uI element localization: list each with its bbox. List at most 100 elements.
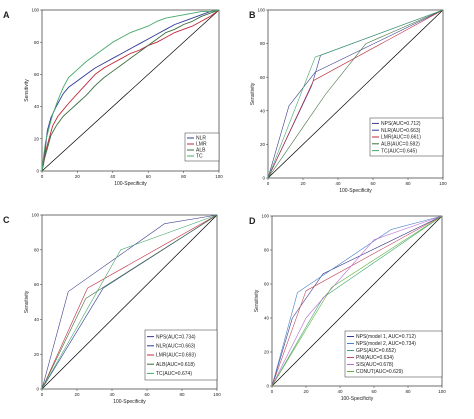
x-tick-label: 80 (405, 389, 411, 394)
legend-entry: GPS(AUC=0.652) (356, 348, 396, 354)
x-tick-label: 60 (146, 174, 152, 179)
legend-box (144, 329, 218, 381)
x-tick-label: 40 (109, 392, 115, 397)
legend-entry: NPS(model 2, AUC=0.734) (356, 341, 416, 347)
y-tick-label: 0 (36, 169, 39, 174)
y-tick-label: 80 (264, 248, 270, 253)
x-tick-label: 20 (75, 174, 81, 179)
legend-box (369, 117, 444, 157)
x-tick-label: 60 (371, 389, 377, 394)
reference-diagonal (267, 9, 444, 179)
legend-entry: LMR(AUC=0.693) (156, 353, 196, 359)
panel-letter: D (249, 216, 256, 226)
x-tick-label: 0 (267, 181, 270, 186)
legend-entry: ALB (196, 148, 206, 154)
series-line (271, 215, 443, 387)
y-tick-label: 100 (261, 214, 269, 219)
plot-frame (267, 9, 444, 179)
legend-entry: SIS(AUC=0.678) (356, 362, 394, 368)
y-tick-label: 0 (266, 384, 269, 389)
series-line (267, 9, 444, 179)
series-line (41, 214, 218, 390)
x-axis-label: 100-Specificity (113, 399, 146, 405)
y-tick-label: 40 (34, 104, 40, 109)
y-tick-label: 60 (34, 72, 40, 77)
legend-entry: ALB(AUC=0.618) (156, 362, 195, 368)
series-line (271, 215, 443, 387)
y-tick-label: 60 (260, 75, 266, 80)
legend-entry: TC (196, 154, 203, 160)
panel-letter: B (249, 10, 256, 20)
x-tick-label: 100 (439, 181, 447, 186)
legend-entry: PNI(AUC=0.634) (356, 355, 394, 361)
legend-entry: NLR(AUC=0.663) (156, 344, 196, 350)
x-tick-label: 0 (41, 174, 44, 179)
x-tick-label: 0 (41, 392, 44, 397)
x-tick-label: 100 (438, 389, 446, 394)
y-tick-label: 80 (34, 40, 40, 45)
y-axis-label: Sensitivity (254, 289, 260, 312)
y-tick-label: 100 (31, 213, 39, 218)
legend-entry: NLR (196, 136, 206, 142)
panel-letter: A (3, 10, 10, 20)
y-tick-label: 80 (34, 247, 40, 252)
y-tick-label: 0 (262, 176, 265, 181)
legend-entry: ALB(AUC=0.582) (381, 142, 420, 148)
x-tick-label: 80 (179, 392, 185, 397)
y-tick-label: 20 (34, 352, 40, 357)
y-tick-label: 100 (31, 8, 39, 13)
legend-entry: LMR (196, 142, 207, 148)
x-tick-label: 80 (405, 181, 411, 186)
y-axis-label: Sensitivity (24, 290, 30, 313)
y-tick-label: 20 (260, 142, 266, 147)
x-tick-label: 40 (110, 174, 116, 179)
legend-entry: CONUT(AUC=0.629) (356, 369, 403, 375)
x-tick-label: 20 (303, 389, 309, 394)
y-tick-label: 40 (264, 316, 270, 321)
x-tick-label: 60 (144, 392, 150, 397)
plot-frame (41, 9, 220, 172)
panel-a: A 0 20 40 60 80 100 0 20 40 60 80 100 100-Specificity… (3, 8, 223, 187)
y-axis-label: Sensitivity (250, 82, 256, 105)
x-tick-label: 100 (215, 174, 223, 179)
y-tick-label: 60 (264, 282, 270, 287)
series-line (271, 215, 443, 387)
series-line (267, 9, 444, 179)
reference-diagonal (41, 214, 218, 390)
y-tick-label: 40 (260, 108, 266, 113)
series-line (41, 9, 220, 172)
x-tick-label: 60 (370, 181, 376, 186)
y-tick-label: 20 (264, 350, 270, 355)
series-line (271, 215, 443, 387)
series-line (267, 9, 444, 179)
legend-entry: TC(AUC=0.674) (156, 371, 192, 377)
panel-b: B 0 20 40 60 80 100 0 20 40 60 80 100 100-Specificity… (249, 8, 447, 194)
series-line (271, 215, 443, 387)
y-axis-label: Sensitivity (24, 79, 30, 102)
x-tick-label: 80 (181, 174, 187, 179)
y-tick-label: 20 (34, 136, 40, 141)
series-line (41, 9, 220, 172)
series-line (41, 214, 218, 390)
y-tick-label: 0 (36, 387, 39, 392)
legend-entry: NPS(AUC=0.734) (156, 334, 196, 340)
legend-box (344, 330, 443, 378)
x-tick-label: 0 (271, 389, 274, 394)
x-tick-label: 100 (213, 392, 221, 397)
panel-c: C 0 20 40 60 80 100 0 20 40 60 80 100 100-Specificity… (3, 213, 221, 405)
plot-frame (41, 214, 218, 390)
y-tick-label: 40 (34, 317, 40, 322)
y-tick-label: 100 (257, 8, 265, 13)
x-tick-label: 40 (337, 389, 343, 394)
legend-entry: TC(AUC=0.645) (381, 148, 417, 154)
series-line (271, 215, 443, 387)
series-line (41, 214, 218, 390)
legend-entry: NPS(AUC=0.712) (381, 121, 421, 127)
x-axis-label: 100-Specificity (114, 181, 147, 187)
legend-entry: LMR(AUC=0.661) (381, 135, 421, 141)
y-tick-label: 60 (34, 282, 40, 287)
x-axis-label: 100-Specificity (341, 396, 374, 402)
panel-letter: C (3, 215, 10, 225)
series-line (41, 9, 220, 172)
